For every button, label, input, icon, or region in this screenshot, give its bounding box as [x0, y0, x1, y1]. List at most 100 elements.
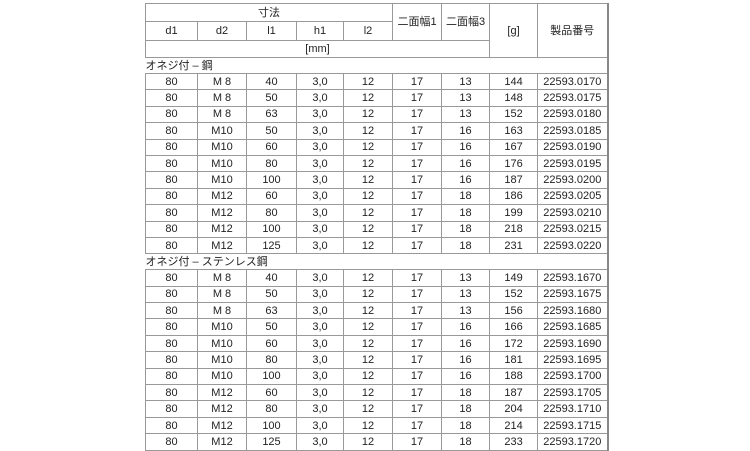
- table-cell: 12: [342, 285, 394, 304]
- table-cell: 17: [392, 400, 443, 418]
- table-row: 80 M10 100 3,0 12 17 16 188 22593.1700: [145, 367, 609, 386]
- table-cell: 12: [342, 236, 394, 255]
- header-l2: l2: [342, 21, 394, 41]
- table-cell: 80: [246, 204, 297, 222]
- table-cell: 18: [441, 400, 491, 418]
- table-cell: 17: [392, 72, 443, 91]
- table-cell: 3,0: [296, 318, 344, 336]
- table-cell: M10: [197, 318, 247, 336]
- header-width1: 二面幅1: [392, 3, 443, 41]
- table-cell: 16: [441, 122, 491, 140]
- table-cell: 100: [246, 416, 297, 435]
- table-cell: 18: [441, 187, 491, 206]
- table-cell: 199: [489, 204, 539, 222]
- table-cell: 12: [342, 269, 394, 287]
- table-cell: 152: [489, 105, 539, 124]
- table-cell: M 8: [197, 105, 247, 124]
- section-title: オネジ付 – 鋼: [145, 57, 609, 74]
- table-cell: M 8: [197, 269, 247, 287]
- table-cell: 22593.1675: [537, 285, 609, 304]
- header-weight: [g]: [489, 3, 539, 58]
- table-cell: 3,0: [296, 400, 344, 418]
- table-cell: 80: [145, 334, 198, 353]
- table-cell: M12: [197, 187, 247, 206]
- table-cell: 22593.1680: [537, 302, 609, 320]
- table-cell: 149: [489, 269, 539, 287]
- table-cell: 233: [489, 433, 539, 451]
- table-cell: 12: [342, 367, 394, 386]
- table-cell: 12: [342, 105, 394, 124]
- table-cell: 100: [246, 367, 297, 386]
- table-cell: 22593.0210: [537, 204, 609, 222]
- table-cell: 3,0: [296, 351, 344, 369]
- table-cell: 80: [145, 302, 198, 320]
- table-row: 80 M 8 40 3,0 12 17 13 144 22593.0170: [145, 72, 609, 91]
- table-cell: M12: [197, 220, 247, 238]
- table-cell: 125: [246, 236, 297, 255]
- table-cell: 16: [441, 154, 491, 173]
- table-cell: 22593.1705: [537, 384, 609, 402]
- table-cell: 63: [246, 105, 297, 124]
- table-cell: 17: [392, 318, 443, 336]
- table-cell: 22593.1715: [537, 416, 609, 435]
- table-cell: 12: [342, 416, 394, 435]
- table-cell: 231: [489, 236, 539, 255]
- product-spec-table: 寸法 二面幅1 二面幅3 [g] 製品番号 d1 d2 l1 h1 l2 [mm…: [144, 3, 609, 451]
- table-cell: 3,0: [296, 138, 344, 156]
- table-cell: 50: [246, 122, 297, 140]
- table-cell: 80: [145, 220, 198, 238]
- table-cell: 12: [342, 138, 394, 156]
- table-cell: 3,0: [296, 204, 344, 222]
- table-cell: 3,0: [296, 89, 344, 107]
- table-cell: 17: [392, 384, 443, 402]
- table-cell: M10: [197, 367, 247, 386]
- table-cell: 17: [392, 351, 443, 369]
- table-cell: 80: [145, 72, 198, 91]
- table-cell: 22593.0215: [537, 220, 609, 238]
- table-cell: 22593.1690: [537, 334, 609, 353]
- table-cell: 80: [145, 400, 198, 418]
- table-row: 80 M12 125 3,0 12 17 18 233 22593.1720: [145, 433, 609, 451]
- table-cell: 12: [342, 204, 394, 222]
- table-row: 80 M12 100 3,0 12 17 18 214 22593.1715: [145, 416, 609, 435]
- table-cell: 12: [342, 351, 394, 369]
- table-cell: 17: [392, 171, 443, 189]
- table-cell: 148: [489, 89, 539, 107]
- table-cell: 3,0: [296, 285, 344, 304]
- table-cell: 22593.0185: [537, 122, 609, 140]
- table-cell: 17: [392, 285, 443, 304]
- table-cell: 80: [145, 236, 198, 255]
- table-cell: 80: [145, 138, 198, 156]
- table-cell: M12: [197, 384, 247, 402]
- table-cell: 3,0: [296, 334, 344, 353]
- table-cell: 100: [246, 220, 297, 238]
- table-cell: 50: [246, 318, 297, 336]
- table-cell: 17: [392, 367, 443, 386]
- table-cell: 156: [489, 302, 539, 320]
- table-cell: 17: [392, 334, 443, 353]
- table-row: 80 M 8 50 3,0 12 17 13 148 22593.0175: [145, 89, 609, 107]
- table-cell: 16: [441, 367, 491, 386]
- table-cell: 12: [342, 72, 394, 91]
- header-part-no: 製品番号: [537, 3, 609, 58]
- table-cell: 12: [342, 318, 394, 336]
- table-cell: 60: [246, 334, 297, 353]
- table-cell: 12: [342, 302, 394, 320]
- header-unit: [mm]: [144, 40, 491, 58]
- table-cell: M10: [197, 334, 247, 353]
- table-cell: 3,0: [296, 269, 344, 287]
- table-cell: 100: [246, 171, 297, 189]
- table-cell: 80: [145, 351, 198, 369]
- table-cell: M10: [197, 138, 247, 156]
- table-row: 80 M10 80 3,0 12 17 16 181 22593.1695: [145, 351, 609, 369]
- table-cell: 22593.1720: [537, 433, 609, 451]
- table-cell: 17: [392, 138, 443, 156]
- table-cell: 17: [392, 220, 443, 238]
- table-cell: 80: [145, 269, 198, 287]
- table-cell: 80: [145, 384, 198, 402]
- table-cell: 18: [441, 220, 491, 238]
- table-cell: 12: [342, 89, 394, 107]
- table-cell: 80: [145, 285, 198, 304]
- table-cell: 152: [489, 285, 539, 304]
- table-cell: M10: [197, 171, 247, 189]
